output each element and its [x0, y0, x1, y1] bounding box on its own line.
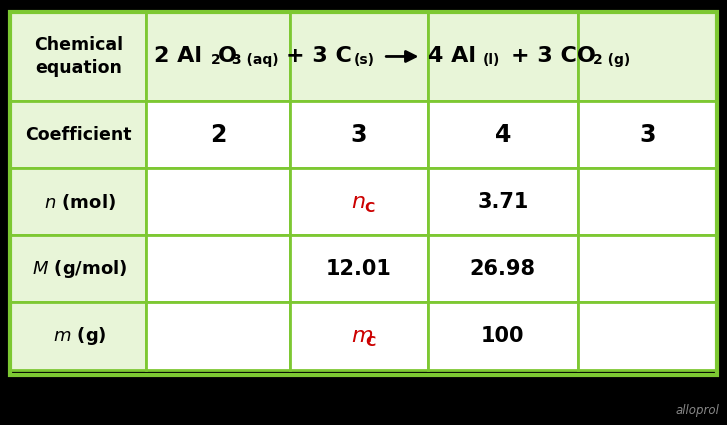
Bar: [146, 235, 290, 303]
Text: + 3 CO: + 3 CO: [511, 46, 596, 66]
Bar: [427, 101, 578, 168]
Text: 3.71: 3.71: [477, 192, 529, 212]
Text: alloprol: alloprol: [675, 404, 719, 417]
Text: $\mathit{m}$ (g): $\mathit{m}$ (g): [53, 325, 107, 347]
Text: 12.01: 12.01: [326, 259, 392, 279]
Text: 3 (aq): 3 (aq): [232, 54, 278, 68]
Text: $\mathit{m}$: $\mathit{m}$: [351, 326, 373, 346]
Bar: [146, 12, 290, 101]
Text: Chemical
equation: Chemical equation: [33, 36, 123, 77]
Text: 4: 4: [494, 122, 511, 147]
Text: (l): (l): [483, 54, 500, 68]
Bar: [10, 168, 146, 235]
Text: 4 Al: 4 Al: [428, 46, 476, 66]
Bar: [10, 12, 717, 375]
Bar: [427, 235, 578, 303]
Text: + 3 C: + 3 C: [286, 46, 351, 66]
Bar: [146, 168, 290, 235]
Bar: [290, 12, 427, 101]
Text: O: O: [218, 46, 237, 66]
Text: $\mathit{M}$ (g/mol): $\mathit{M}$ (g/mol): [33, 258, 128, 280]
Bar: [427, 168, 578, 235]
Text: (s): (s): [353, 54, 374, 68]
Text: 3: 3: [639, 122, 656, 147]
Bar: [10, 235, 146, 303]
Bar: [146, 303, 290, 370]
Bar: [290, 101, 427, 168]
Text: $\mathit{n}$ (mol): $\mathit{n}$ (mol): [44, 192, 116, 212]
Bar: [578, 303, 717, 370]
Bar: [10, 12, 146, 101]
Bar: [427, 12, 578, 101]
Text: Coefficient: Coefficient: [25, 125, 132, 144]
Bar: [427, 303, 578, 370]
Text: 2: 2: [210, 122, 226, 147]
Text: C: C: [365, 335, 375, 349]
Text: 26.98: 26.98: [470, 259, 536, 279]
Text: 100: 100: [481, 326, 524, 346]
Text: 3: 3: [350, 122, 367, 147]
Bar: [10, 303, 146, 370]
Text: 2: 2: [211, 54, 220, 68]
Text: 2 Al: 2 Al: [154, 46, 202, 66]
Bar: [290, 303, 427, 370]
Bar: [290, 235, 427, 303]
Bar: [578, 168, 717, 235]
Bar: [290, 168, 427, 235]
Bar: [578, 101, 717, 168]
Bar: [10, 101, 146, 168]
Bar: [146, 101, 290, 168]
Text: 2 (g): 2 (g): [593, 54, 630, 68]
Bar: [578, 235, 717, 303]
Text: $\mathit{n}$: $\mathit{n}$: [351, 192, 366, 212]
Text: C: C: [364, 201, 374, 215]
Bar: [578, 12, 717, 101]
